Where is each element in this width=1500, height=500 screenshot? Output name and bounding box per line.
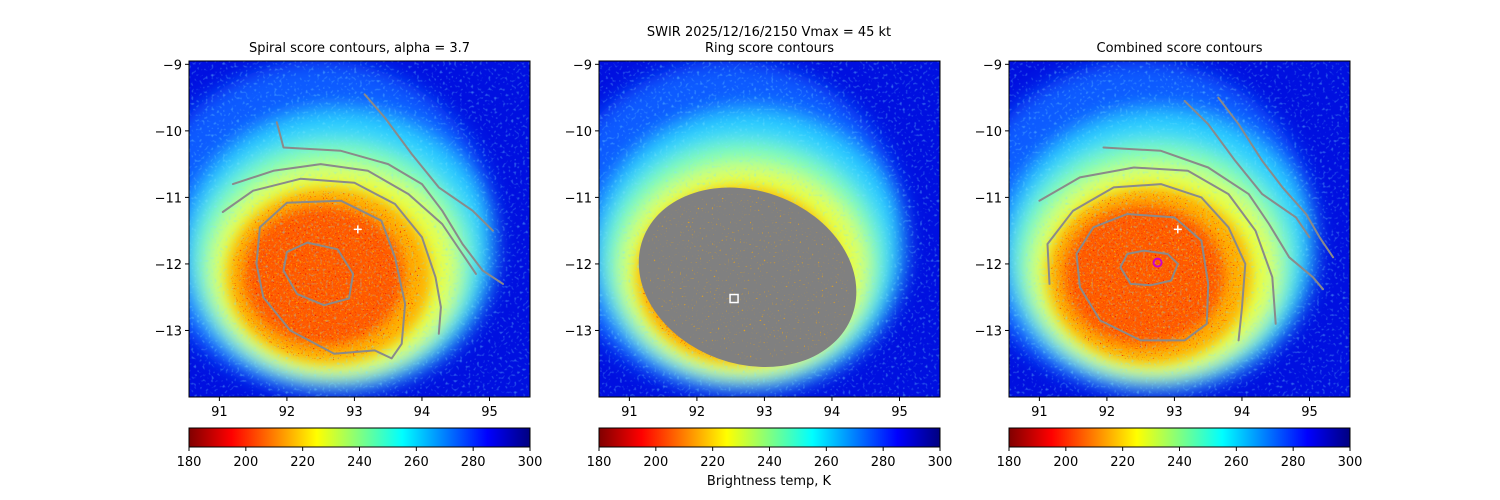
y-tick-label: −10 [155,125,182,140]
square-marker [729,293,739,304]
colorbar-tick-label: 280 [1281,455,1306,470]
x-tick-label: 92 [1099,405,1116,420]
y-tick-label: −11 [565,191,592,206]
y-tick-label: −9 [573,58,592,73]
x-tick-label: 94 [1234,405,1251,420]
axes-frame [188,60,531,398]
colorbar-tick-label: 300 [518,455,543,470]
colorbar-tick-label: 220 [1110,455,1135,470]
x-tick-label: 95 [1301,405,1318,420]
colorbar-tick-label: 300 [928,455,953,470]
panel-1: Spiral score contours, alpha = 3.7 91 92 93… [155,41,543,470]
panel-title: Ring score contours [705,41,834,56]
contour-6 [363,93,494,232]
panel-2: Ring score contours 91 92 93 94 95 −9 −10 −11 −12… [565,41,953,470]
colorbar-tick-label: 200 [233,455,258,470]
colorbar-tick-label: 280 [871,455,896,470]
contour-6 [1183,99,1311,239]
x-tick-label: 95 [891,405,908,420]
colorbar-tick-label: 180 [587,455,612,470]
y-tick-label: −12 [155,258,182,273]
x-tick-label: 91 [211,405,228,420]
y-tick-label: −13 [975,324,1002,339]
colorbar-tick-label: 220 [700,455,725,470]
plus-marker [353,225,362,234]
colorbar-tick-label: 220 [290,455,315,470]
colorbar-tick-label: 200 [1053,455,1078,470]
y-tick-label: −13 [565,324,592,339]
y-tick-label: −11 [975,191,1002,206]
panel-title: Spiral score contours, alpha = 3.7 [249,41,470,56]
contour-7 [1217,96,1335,259]
x-tick-label: 94 [824,405,841,420]
panel-title: Combined score contours [1097,41,1263,56]
x-tick-label: 93 [756,405,773,420]
contour-5 [275,121,504,285]
colorbar-tick-label: 280 [461,455,486,470]
contour-2 [255,199,407,360]
y-tick-label: −12 [565,258,592,273]
colorbar-tick-label: 240 [757,455,782,470]
y-tick-label: −11 [155,191,182,206]
colorbar-label: Brightness temp, K [707,474,832,489]
colorbar-tick-label: 180 [997,455,1022,470]
x-tick-label: 92 [689,405,706,420]
y-tick-label: −13 [155,324,182,339]
colorbar-tick-label: 260 [1224,455,1249,470]
y-tick-label: −9 [163,58,182,73]
y-tick-label: −10 [565,125,592,140]
brightness-field [1009,61,1350,397]
colorbar-tick-label: 180 [177,455,202,470]
x-tick-label: 92 [279,405,296,420]
contour-2 [1075,213,1210,342]
contour-5 [1102,146,1324,291]
colorbar-tick-label: 300 [1338,455,1363,470]
center-marker [1152,257,1163,268]
contour-1 [1119,249,1179,287]
x-tick-label: 93 [346,405,363,420]
colorbar-tick-label: 260 [404,455,429,470]
x-tick-label: 91 [1031,405,1048,420]
colorbar-tick-label: 200 [643,455,668,470]
y-tick-label: −12 [975,258,1002,273]
panel-3: Combined score contours 91 92 93 94 95 −9 −10 −1… [975,41,1363,470]
contour-4 [231,163,477,275]
contour-3 [1046,183,1247,342]
axes-frame [1008,60,1351,398]
contour-1 [282,241,355,307]
colorbar-tick-label: 240 [347,455,372,470]
y-tick-label: −9 [983,58,1002,73]
contour-3 [221,177,442,335]
x-tick-label: 94 [414,405,431,420]
x-tick-label: 95 [481,405,498,420]
contour-4 [1038,166,1277,325]
x-tick-label: 93 [1166,405,1183,420]
brightness-field [189,61,530,397]
colorbar-tick-label: 240 [1167,455,1192,470]
y-tick-label: −10 [975,125,1002,140]
colorbar [598,427,941,448]
brightness-field [599,61,940,397]
colorbar [1008,427,1351,448]
colorbar-tick-label: 260 [814,455,839,470]
x-tick-label: 91 [621,405,638,420]
figure-suptitle: SWIR 2025/12/16/2150 Vmax = 45 kt [647,25,891,40]
axes-frame [598,60,941,398]
plus-marker [1173,225,1182,234]
colorbar [188,427,531,448]
